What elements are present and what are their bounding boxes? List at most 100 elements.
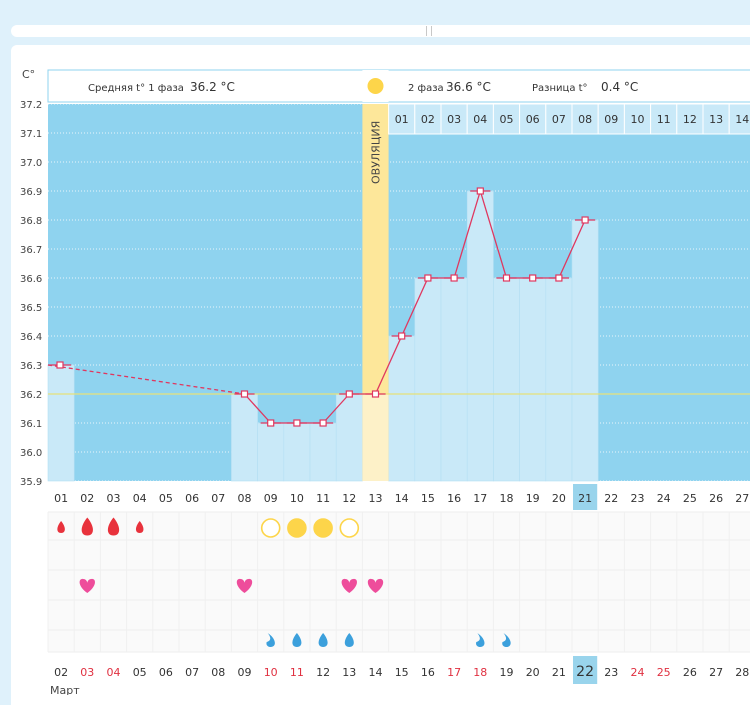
calendar-date: 16: [421, 666, 435, 679]
y-axis: 37.2 37.1 37.0 36.9 36.8 36.7 36.6 36.5 36.4 36.3…: [20, 100, 42, 488]
mucus-circle-icon: [339, 518, 360, 538]
phase2-day-number: 09: [604, 113, 618, 126]
temperature-bar: [414, 277, 442, 482]
phase2-day-number: 11: [657, 113, 671, 126]
phase2-day-number: 01: [395, 113, 409, 126]
horizontal-scrollbar[interactable]: [11, 25, 750, 37]
phase2-day-cell: [466, 103, 494, 135]
heart-icon: [236, 578, 253, 593]
temperature-bar: [231, 393, 258, 482]
calendar-date: 02: [54, 666, 68, 679]
temperature-bar: [335, 393, 363, 482]
phase2-day-cell: [545, 103, 573, 135]
phase2-day-number: 12: [683, 113, 697, 126]
temperature-bar: [309, 422, 337, 482]
phase2-day-number: 13: [709, 113, 723, 126]
temperature-bar: [388, 335, 416, 482]
x-tick-label: 04: [133, 492, 147, 505]
calendar-date: 13: [342, 666, 356, 679]
temperature-bar: [283, 422, 311, 482]
temperature-line-segment: [322, 393, 350, 424]
y-tick-label: 36.4: [20, 332, 42, 343]
x-tick-label: 19: [526, 492, 540, 505]
y-tick-label: 36.3: [20, 361, 42, 372]
month-label: Март: [50, 684, 80, 695]
ovulation-bar: [362, 394, 389, 481]
symbol-rows: [47, 511, 750, 653]
x-tick-label: 27: [735, 492, 749, 505]
phase2-day-number: 07: [552, 113, 566, 126]
calendar-date: 21: [552, 666, 566, 679]
phase2-day-cell: [440, 103, 468, 135]
temperature-line-segment: [479, 190, 508, 279]
x-tick-label: 15: [421, 492, 435, 505]
x-tick-label: 24: [657, 492, 671, 505]
temperature-point: [581, 216, 589, 224]
phase2-day-number: 06: [526, 113, 540, 126]
water-drop-icon: [292, 633, 302, 647]
diff-value: 0.4 °C: [601, 80, 638, 94]
x-tick-label: 25: [683, 492, 697, 505]
half-drop-icon: [266, 633, 275, 647]
scrollbar-grip-icon[interactable]: [426, 26, 432, 36]
y-tick-label: 37.1: [20, 129, 42, 140]
phase2-day-number: 14: [735, 113, 749, 126]
phase2-day-cell: [676, 103, 704, 135]
phase2-day-cell: [414, 103, 442, 135]
x-tick-label: 10: [290, 492, 304, 505]
calendar-date: 28: [735, 666, 749, 679]
temperature-point: [450, 274, 458, 282]
calendar-date: 22: [576, 664, 594, 680]
phase2-label: 2 фаза: [408, 83, 444, 94]
temperature-bar: [440, 277, 468, 482]
phase2-day-cell: [597, 103, 625, 135]
calendar-date: 14: [369, 666, 383, 679]
calendar-date: 25: [657, 666, 671, 679]
temperature-line-segment: [453, 190, 481, 279]
phase2-day-cell: [519, 103, 547, 135]
phase2-day-number: 04: [473, 113, 487, 126]
temperature-point: [240, 390, 249, 398]
heart-icon: [367, 578, 384, 593]
phase2-value: 36.6 °C: [446, 80, 491, 94]
phase1-label: Средняя t° 1 фаза: [88, 83, 184, 94]
calendar-date: 20: [526, 666, 540, 679]
calendar-date: 07: [185, 666, 199, 679]
temperature-bar: [466, 190, 494, 482]
calendar-date: 23: [604, 666, 618, 679]
calendar-date: 15: [395, 666, 409, 679]
temperature-point: [371, 390, 380, 398]
x-tick-label: 13: [369, 492, 383, 505]
calendar-date: 18: [473, 666, 487, 679]
temperature-line-segment: [374, 335, 403, 395]
x-tick-label: 22: [604, 492, 618, 505]
temperature-bar: [545, 277, 573, 482]
phase2-day-number: 05: [500, 113, 514, 126]
y-tick-label: 37.0: [20, 158, 42, 169]
temperature-bar: [493, 277, 520, 482]
y-tick-label: 36.7: [20, 245, 42, 256]
x-tick-label: 09: [264, 492, 278, 505]
temperature-point: [424, 274, 432, 282]
calendar-date: 27: [709, 666, 723, 679]
symbols-background: [48, 512, 750, 652]
x-axis: 01 02 03 04 05 06 07 08 09 10 11 12 13 14 15 16 17 18 19 20…: [54, 484, 749, 510]
calendar-date: 12: [316, 666, 330, 679]
phase2-day-cell: [571, 103, 599, 135]
temperature-line-segment: [401, 277, 429, 337]
phase2-day-number: 08: [578, 113, 592, 126]
phase2-day-cell: [728, 103, 750, 135]
calendar-date: 17: [447, 666, 461, 679]
ovulation-label: ОВУЛЯЦИЯ: [370, 121, 383, 184]
calendar-date: 26: [683, 666, 697, 679]
temperature-point: [267, 419, 275, 427]
blood-drop-icon: [107, 517, 120, 536]
current-day-highlight: [573, 484, 598, 510]
diff-label: Разница t°: [532, 83, 588, 94]
x-tick-label: 02: [80, 492, 94, 505]
x-tick-label: 12: [342, 492, 356, 505]
half-drop-icon: [476, 633, 485, 647]
blood-drop-icon: [81, 517, 93, 536]
phase2-day-cell: [702, 103, 730, 135]
